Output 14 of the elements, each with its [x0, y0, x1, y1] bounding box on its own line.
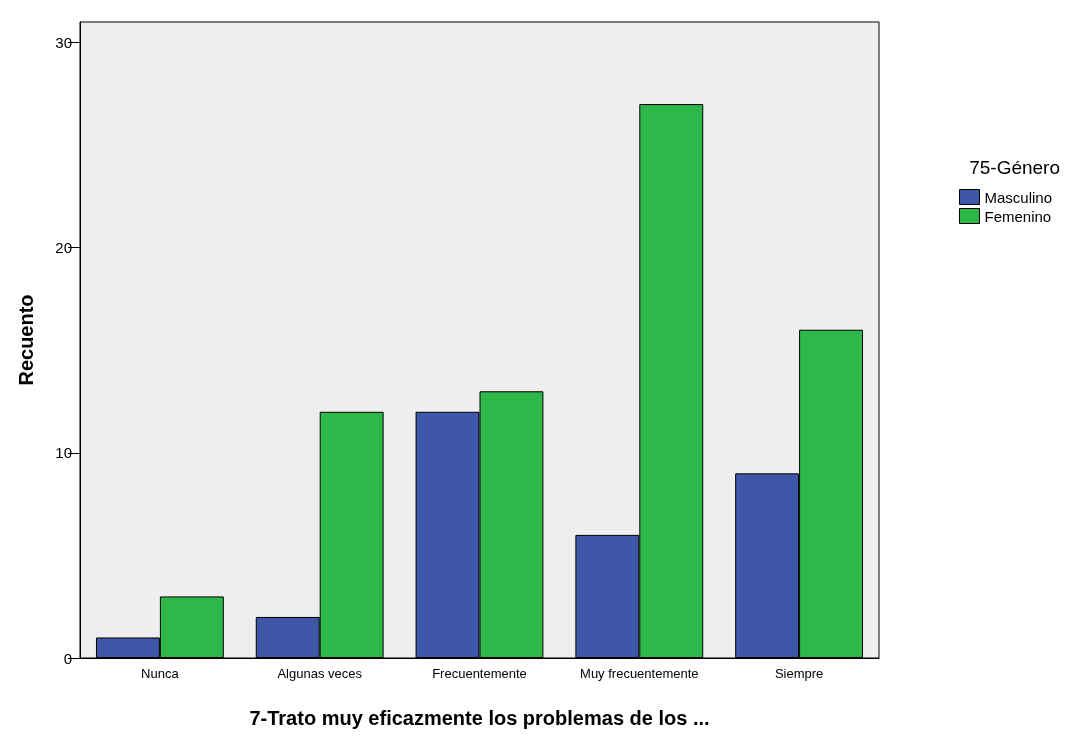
x-tick-label: Algunas veces	[277, 665, 363, 681]
y-tick-label: 10	[55, 444, 72, 462]
x-axis-title: 7-Trato muy eficazmente los problemas de los ...	[249, 707, 710, 729]
x-tick-label: Nunca	[141, 665, 180, 681]
y-axis-title: Recuento	[15, 294, 37, 386]
x-tick-label: Siempre	[774, 665, 824, 681]
x-tick-label: Frecuentemente	[432, 665, 527, 681]
y-tick-label: 0	[63, 649, 72, 667]
x-tick-label: Muy frecuentemente	[580, 665, 699, 681]
legend-label: Femenino	[984, 207, 1052, 225]
y-tick-label: 30	[55, 34, 72, 52]
y-tick-label: 20	[55, 239, 72, 257]
legend-title: 75-Género	[969, 157, 1061, 178]
legend-label: Masculino	[984, 188, 1052, 206]
